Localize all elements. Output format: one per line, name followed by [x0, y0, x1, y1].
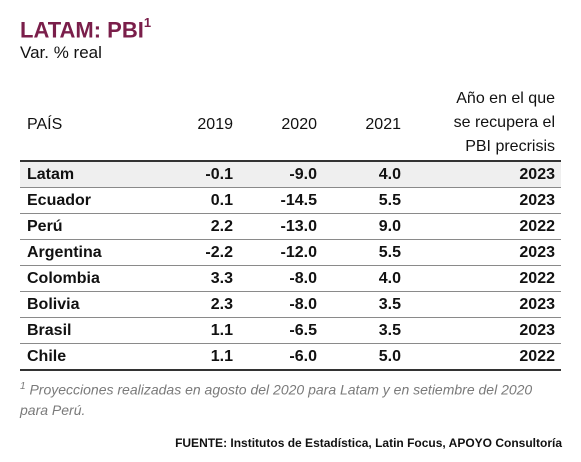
value-2020-cell: -8.0: [289, 270, 317, 287]
table-row: Chile 1.1 -6.0 5.0 2022: [20, 344, 561, 371]
value-2019-cell: 3.3: [210, 270, 233, 287]
header-2019: 2019: [197, 116, 233, 133]
country-cell: Bolivia: [27, 296, 80, 313]
value-2021-cell: 5.5: [378, 192, 401, 209]
country-cell: Latam: [27, 166, 75, 183]
value-2020-cell: -6.5: [289, 322, 317, 339]
value-2020-cell: -6.0: [289, 348, 317, 365]
footnote-marker: 1: [20, 381, 26, 392]
value-2021-cell: 3.5: [378, 322, 401, 339]
table-row: Perú 2.2 -13.0 9.0 2022: [20, 214, 561, 240]
header-recovery-line: Año en el que: [456, 90, 555, 107]
recovery-year-cell: 2023: [519, 296, 555, 313]
recovery-year-cell: 2023: [519, 166, 555, 183]
title-footnote-marker: 1: [143, 15, 152, 30]
recovery-year-cell: 2023: [519, 244, 555, 261]
value-2021-cell: 9.0: [378, 218, 401, 235]
footnote-text: Proyecciones realizadas en agosto del 20…: [20, 381, 533, 418]
value-2021-cell: 3.5: [378, 296, 401, 313]
country-cell: Perú: [27, 218, 63, 235]
recovery-year-cell: 2023: [519, 322, 555, 339]
table-row: Colombia 3.3 -8.0 4.0 2022: [20, 266, 561, 292]
value-2019-cell: 0.1: [210, 192, 233, 209]
page-title: LATAM: PBI1: [20, 12, 151, 43]
recovery-year-cell: 2023: [519, 192, 555, 209]
value-2019-cell: 2.2: [210, 218, 233, 235]
table-row: Argentina -2.2 -12.0 5.5 2023: [20, 240, 561, 266]
gdp-table: Latam -0.1 -9.0 4.0 2023 Ecuador 0.1 -14.5 5.5 20…: [20, 160, 561, 371]
footnote: 1 Proyecciones realizadas en agosto del …: [20, 377, 550, 420]
recovery-year-cell: 2022: [519, 348, 555, 365]
country-cell: Argentina: [27, 244, 102, 261]
header-recovery-line: se recupera el: [453, 114, 555, 131]
source-note: FUENTE: Institutos de Estadística, Latin…: [175, 436, 562, 450]
value-2020-cell: -9.0: [289, 166, 317, 183]
country-cell: Chile: [27, 348, 67, 365]
header-2020: 2020: [281, 116, 317, 133]
country-cell: Colombia: [27, 270, 100, 287]
header-recovery-year: Año en el que se recupera el PBI precris…: [410, 87, 555, 159]
subtitle: Var. % real: [20, 43, 102, 62]
value-2020-cell: -8.0: [289, 296, 317, 313]
value-2021-cell: 5.5: [378, 244, 401, 261]
country-cell: Ecuador: [27, 192, 92, 209]
value-2021-cell: 4.0: [378, 270, 401, 287]
recovery-year-cell: 2022: [519, 218, 555, 235]
value-2019-cell: 1.1: [210, 322, 233, 339]
header-2021: 2021: [365, 116, 401, 133]
value-2021-cell: 5.0: [378, 348, 401, 365]
recovery-year-cell: 2022: [519, 270, 555, 287]
table-row: Ecuador 0.1 -14.5 5.5 2023: [20, 188, 561, 214]
title-text: LATAM: PBI: [20, 17, 144, 43]
value-2020-cell: -12.0: [280, 244, 317, 261]
country-cell: Brasil: [27, 322, 72, 339]
table-row: Latam -0.1 -9.0 4.0 2023: [20, 160, 561, 188]
value-2020-cell: -13.0: [280, 218, 317, 235]
table-row: Bolivia 2.3 -8.0 3.5 2023: [20, 292, 561, 318]
value-2019-cell: 2.3: [210, 296, 233, 313]
value-2019-cell: 1.1: [210, 348, 233, 365]
value-2019-cell: -2.2: [205, 244, 233, 261]
table-row: Brasil 1.1 -6.5 3.5 2023: [20, 318, 561, 344]
value-2021-cell: 4.0: [378, 166, 401, 183]
value-2019-cell: -0.1: [205, 166, 233, 183]
header-recovery-line: PBI precrisis: [465, 138, 555, 155]
header-country: PAÍS: [27, 116, 63, 133]
value-2020-cell: -14.5: [280, 192, 317, 209]
